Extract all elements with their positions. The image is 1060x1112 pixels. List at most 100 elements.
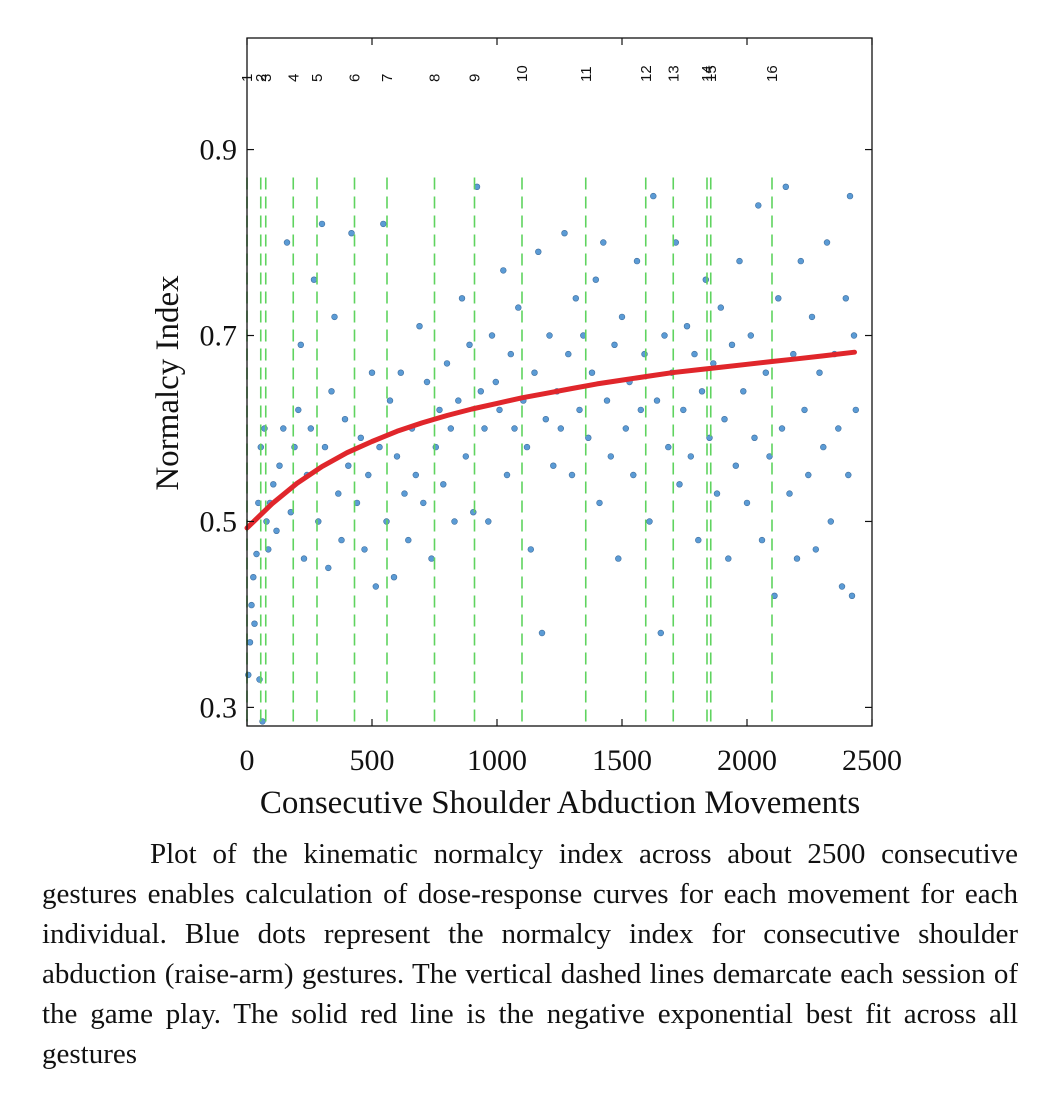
data-point bbox=[691, 350, 698, 358]
data-point bbox=[618, 313, 626, 321]
data-point bbox=[603, 397, 611, 404]
session-label: 1 bbox=[239, 74, 256, 82]
data-point bbox=[246, 639, 254, 646]
data-point bbox=[412, 471, 419, 479]
session-lines-layer bbox=[246, 177, 773, 726]
data-point bbox=[823, 239, 831, 246]
data-point bbox=[436, 406, 443, 414]
data-point bbox=[321, 443, 329, 451]
data-point bbox=[842, 295, 849, 302]
data-point bbox=[713, 490, 721, 497]
figure-caption: Plot of the kinematic normalcy index acr… bbox=[42, 838, 1018, 1070]
session-label: 8 bbox=[427, 74, 444, 82]
data-point bbox=[393, 453, 401, 460]
data-point bbox=[328, 388, 335, 395]
session-label: 7 bbox=[379, 74, 396, 82]
data-point bbox=[725, 555, 732, 562]
data-point bbox=[283, 239, 291, 246]
data-point bbox=[747, 332, 754, 339]
data-point bbox=[515, 304, 522, 311]
data-point bbox=[297, 341, 304, 348]
data-point bbox=[568, 471, 576, 479]
data-point bbox=[295, 406, 302, 414]
data-point bbox=[386, 397, 394, 404]
data-point bbox=[357, 434, 364, 441]
data-point bbox=[390, 573, 398, 581]
x-tick-label: 0 bbox=[240, 744, 255, 777]
data-point bbox=[695, 536, 702, 544]
data-point bbox=[401, 490, 408, 497]
data-point bbox=[455, 397, 462, 404]
data-point bbox=[786, 490, 793, 497]
data-point bbox=[637, 406, 644, 414]
data-point bbox=[615, 555, 622, 562]
session-label: 9 bbox=[467, 74, 484, 82]
data-point bbox=[542, 416, 549, 423]
data-point bbox=[276, 462, 283, 469]
data-point bbox=[835, 425, 842, 432]
data-point bbox=[820, 443, 827, 451]
data-point bbox=[250, 573, 257, 581]
data-point bbox=[405, 536, 412, 544]
fit-curve bbox=[244, 349, 857, 531]
data-point bbox=[758, 536, 766, 544]
data-point bbox=[680, 406, 687, 414]
data-point bbox=[253, 550, 260, 558]
session-label: 4 bbox=[285, 74, 302, 82]
data-point bbox=[850, 332, 858, 339]
axes-layer bbox=[246, 37, 873, 727]
data-point bbox=[338, 536, 345, 544]
data-point bbox=[740, 388, 747, 395]
data-point bbox=[622, 425, 629, 432]
x-tick-label: 500 bbox=[350, 744, 395, 777]
data-point bbox=[838, 583, 846, 590]
data-point bbox=[310, 276, 318, 283]
data-point bbox=[503, 471, 511, 479]
data-point bbox=[557, 425, 564, 432]
x-tick-label: 1000 bbox=[467, 744, 527, 777]
data-point bbox=[458, 295, 466, 302]
data-point bbox=[273, 527, 280, 534]
data-point bbox=[801, 406, 808, 414]
data-point bbox=[846, 192, 854, 200]
data-point bbox=[762, 369, 769, 376]
data-point bbox=[527, 546, 534, 553]
data-point bbox=[657, 629, 664, 637]
data-point bbox=[372, 583, 379, 590]
data-point bbox=[687, 453, 694, 460]
data-point bbox=[300, 555, 308, 562]
data-point bbox=[462, 453, 469, 460]
data-point bbox=[607, 453, 614, 460]
data-point bbox=[341, 416, 349, 423]
y-axis-title: Normalcy Index bbox=[150, 275, 186, 491]
data-point bbox=[698, 388, 706, 395]
data-point bbox=[653, 397, 661, 404]
data-point bbox=[535, 248, 542, 256]
data-point bbox=[808, 313, 816, 321]
data-point bbox=[728, 341, 736, 348]
data-point bbox=[630, 471, 637, 479]
data-point bbox=[650, 192, 657, 200]
data-point bbox=[447, 425, 454, 432]
data-point bbox=[572, 295, 579, 302]
session-label: 11 bbox=[578, 66, 595, 82]
data-point bbox=[751, 434, 758, 441]
data-point bbox=[611, 341, 618, 348]
session-label: 3 bbox=[258, 74, 275, 82]
session-label: 10 bbox=[514, 65, 531, 82]
y-tick-label: 0.5 bbox=[200, 505, 238, 538]
data-point bbox=[782, 183, 789, 191]
data-point bbox=[793, 555, 801, 562]
x-tick-label: 2500 bbox=[842, 744, 902, 777]
data-point bbox=[451, 518, 458, 525]
data-point bbox=[365, 471, 372, 479]
data-points-layer bbox=[245, 183, 859, 725]
data-point bbox=[827, 518, 834, 525]
session-label: 15 bbox=[703, 65, 720, 82]
y-tick-label: 0.7 bbox=[200, 320, 238, 353]
data-point bbox=[778, 425, 786, 432]
data-point bbox=[805, 471, 812, 479]
data-point bbox=[345, 462, 352, 469]
data-point bbox=[496, 406, 503, 414]
